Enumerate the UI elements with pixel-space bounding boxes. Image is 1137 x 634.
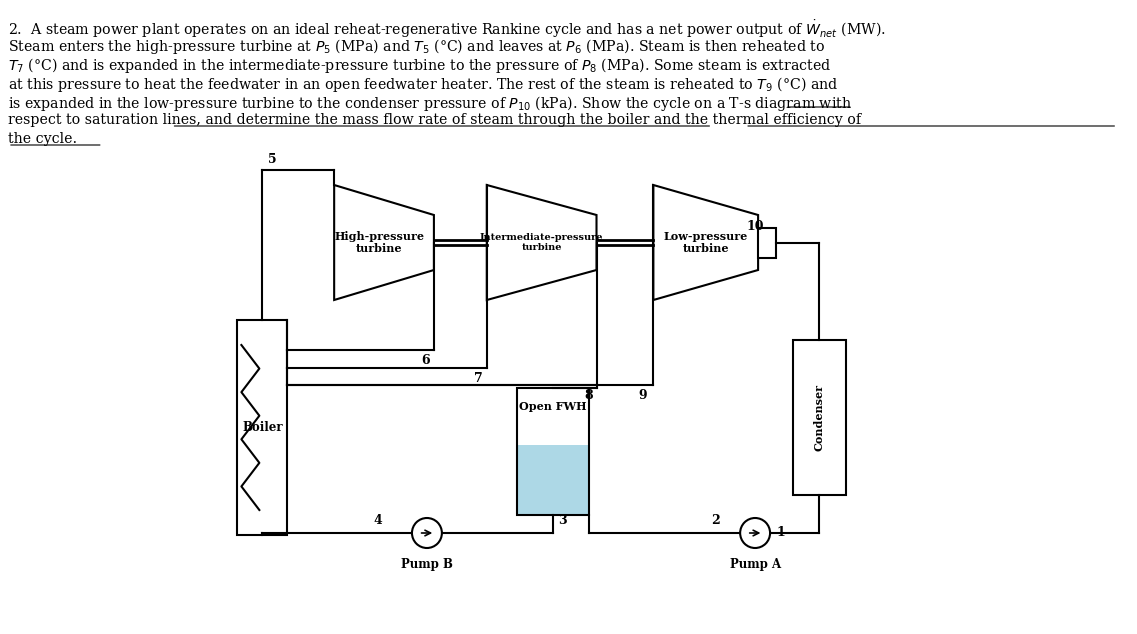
Text: Open FWH: Open FWH bbox=[518, 401, 587, 411]
Text: $T_7$ (°C) and is expanded in the intermediate-pressure turbine to the pressure : $T_7$ (°C) and is expanded in the interm… bbox=[8, 56, 831, 75]
Text: the cycle.: the cycle. bbox=[8, 132, 77, 146]
Text: Pump B: Pump B bbox=[401, 558, 453, 571]
Polygon shape bbox=[487, 185, 597, 300]
Polygon shape bbox=[758, 228, 777, 257]
Text: Low-pressure
turbine: Low-pressure turbine bbox=[664, 231, 748, 254]
Circle shape bbox=[412, 518, 442, 548]
Text: is expanded in the low-pressure turbine to the condenser pressure of $P_{10}$ (k: is expanded in the low-pressure turbine … bbox=[8, 94, 852, 113]
Text: 5: 5 bbox=[268, 153, 277, 166]
Text: 7: 7 bbox=[474, 372, 483, 385]
Text: 4: 4 bbox=[373, 514, 382, 527]
Circle shape bbox=[740, 518, 770, 548]
Text: 6: 6 bbox=[422, 354, 430, 367]
Text: 3: 3 bbox=[558, 514, 567, 527]
Polygon shape bbox=[238, 320, 288, 535]
Text: 10: 10 bbox=[746, 219, 764, 233]
Text: Boiler: Boiler bbox=[242, 421, 283, 434]
Polygon shape bbox=[654, 185, 758, 300]
Text: 8: 8 bbox=[584, 389, 592, 402]
Text: 2.  A steam power plant operates on an ideal reheat-regenerative Rankine cycle a: 2. A steam power plant operates on an id… bbox=[8, 18, 886, 40]
Polygon shape bbox=[334, 185, 434, 300]
Text: Condenser: Condenser bbox=[814, 384, 825, 451]
Polygon shape bbox=[517, 445, 588, 514]
Text: High-pressure
turbine: High-pressure turbine bbox=[334, 231, 424, 254]
Text: 1: 1 bbox=[777, 526, 785, 540]
Text: 9: 9 bbox=[639, 389, 647, 402]
Text: respect to saturation lines, and determine the mass flow rate of steam through t: respect to saturation lines, and determi… bbox=[8, 113, 861, 127]
Text: Intermediate-pressure
turbine: Intermediate-pressure turbine bbox=[480, 233, 604, 252]
Text: Pump A: Pump A bbox=[730, 558, 781, 571]
Text: 2: 2 bbox=[712, 514, 720, 527]
Text: at this pressure to heat the feedwater in an open feedwater heater. The rest of : at this pressure to heat the feedwater i… bbox=[8, 75, 838, 94]
Text: Steam enters the high-pressure turbine at $P_5$ (MPa) and $T_5$ (°C) and leaves : Steam enters the high-pressure turbine a… bbox=[8, 37, 825, 56]
Polygon shape bbox=[792, 340, 846, 495]
